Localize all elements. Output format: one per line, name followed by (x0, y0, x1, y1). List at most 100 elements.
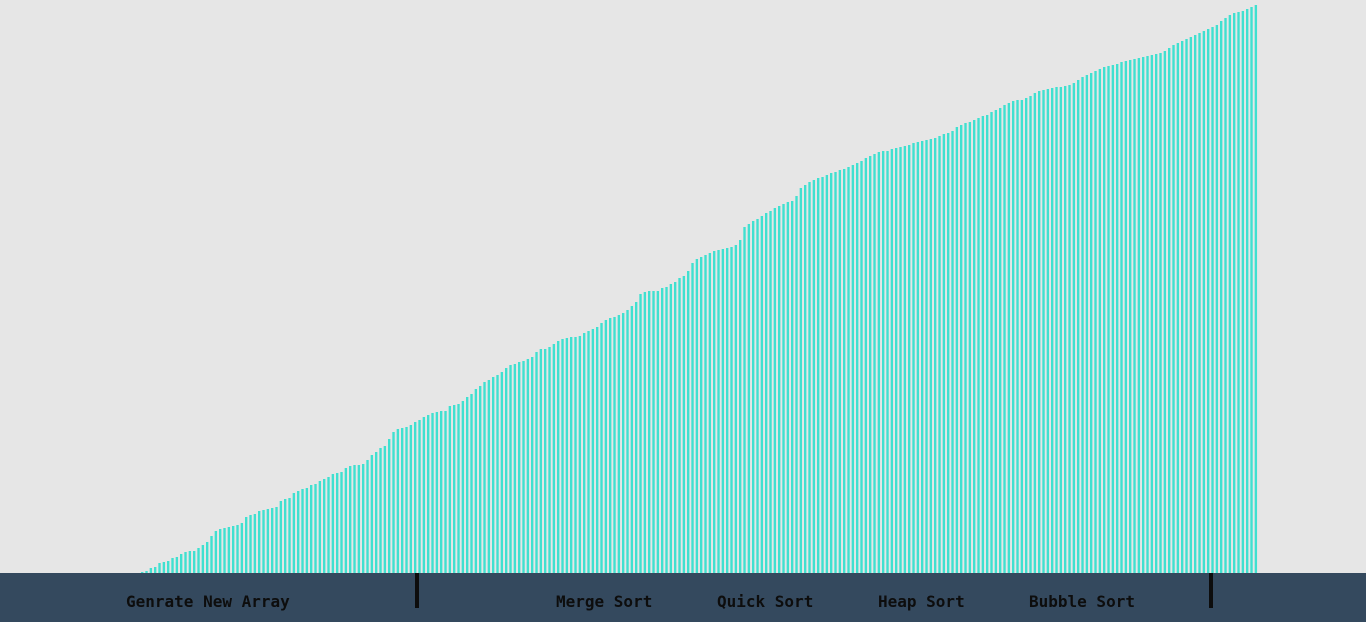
array-bar (232, 526, 235, 573)
array-bar (479, 386, 482, 573)
array-bar (1020, 100, 1024, 573)
array-bar (535, 352, 538, 573)
array-bar (158, 563, 161, 573)
array-bar (726, 248, 729, 573)
array-bar (977, 118, 980, 573)
array-bar (674, 282, 677, 573)
array-bar (383, 446, 387, 573)
array-bar (769, 211, 772, 573)
array-bar (578, 336, 582, 573)
array-bar (227, 527, 231, 573)
array-bar (197, 548, 200, 573)
array-bar (786, 202, 790, 573)
array-bar (1111, 65, 1115, 573)
array-bar (626, 310, 629, 573)
array-bar (600, 323, 603, 573)
array-bar (986, 115, 989, 573)
array-bar (1185, 39, 1188, 573)
array-bar (773, 208, 777, 573)
array-bar (947, 133, 950, 573)
array-bar (292, 493, 296, 573)
array-bar (830, 173, 833, 573)
array-bar (665, 287, 668, 573)
quick-sort-button[interactable]: Quick Sort (717, 592, 814, 611)
array-bar (713, 251, 716, 573)
array-bar (1025, 98, 1028, 573)
array-bar (565, 338, 569, 573)
array-bar (284, 499, 287, 573)
array-bar (1007, 103, 1011, 573)
array-bar (968, 122, 972, 573)
array-bar (1220, 21, 1223, 573)
array-bar (344, 468, 348, 573)
array-bar (669, 284, 673, 573)
array-bar (639, 294, 642, 573)
array-bar (1224, 18, 1227, 573)
array-bar (474, 389, 478, 573)
array-bar (427, 415, 430, 573)
array-bar (219, 529, 222, 573)
bubble-sort-button[interactable]: Bubble Sort (1029, 592, 1135, 611)
array-bar (938, 136, 941, 573)
array-bar (1150, 55, 1154, 573)
array-bar (505, 368, 508, 573)
generate-new-array-button[interactable]: Genrate New Array (126, 592, 290, 611)
array-bar (418, 420, 421, 573)
array-bar (864, 158, 868, 573)
array-bar (1211, 27, 1214, 573)
array-bar (1051, 88, 1054, 573)
array-bar (981, 116, 985, 573)
array-bar (353, 465, 356, 573)
array-bar (860, 161, 863, 573)
array-bar (279, 501, 283, 573)
array-bar (1137, 58, 1141, 573)
array-bar (301, 489, 304, 573)
array-bar (929, 139, 933, 573)
array-bar (747, 224, 751, 573)
array-bar (851, 165, 855, 573)
array-bar (470, 394, 473, 573)
array-bar (1003, 105, 1006, 573)
array-bar (903, 146, 907, 573)
array-bar (392, 432, 395, 573)
array-bar (1098, 69, 1102, 573)
array-bar (509, 365, 512, 573)
array-bar (882, 151, 885, 573)
array-bar (561, 339, 564, 573)
array-bar (141, 572, 144, 573)
array-bar (695, 259, 699, 573)
array-bar (375, 452, 378, 573)
navbar: Genrate New Array Merge Sort Quick Sort … (0, 573, 1366, 622)
array-bar (448, 406, 452, 573)
array-bar (574, 337, 577, 573)
navbar-divider-right (1209, 573, 1213, 608)
array-bar (752, 221, 755, 573)
array-bar (210, 536, 213, 573)
array-bar (1124, 61, 1128, 573)
heap-sort-button[interactable]: Heap Sort (878, 592, 965, 611)
array-bar (531, 357, 534, 573)
array-bar (583, 333, 586, 573)
array-bar (245, 517, 248, 573)
array-bar (973, 120, 976, 573)
array-bar (149, 568, 153, 573)
array-bar (544, 349, 547, 573)
array-bar (487, 380, 491, 573)
array-bar (1033, 93, 1037, 573)
array-bar (908, 145, 911, 573)
array-bar (1064, 86, 1067, 573)
array-bar (1077, 80, 1080, 573)
array-bar (214, 531, 218, 573)
array-bar (756, 219, 759, 573)
array-bar (1159, 53, 1162, 573)
array-bar (661, 288, 664, 573)
array-bar (1090, 73, 1093, 573)
array-bar (925, 140, 928, 573)
array-bar (1241, 11, 1245, 573)
merge-sort-button[interactable]: Merge Sort (556, 592, 653, 611)
array-bar (1172, 45, 1175, 573)
array-bar (895, 148, 898, 573)
array-bar (253, 514, 257, 573)
array-bar (388, 439, 391, 573)
array-bar (934, 138, 937, 573)
